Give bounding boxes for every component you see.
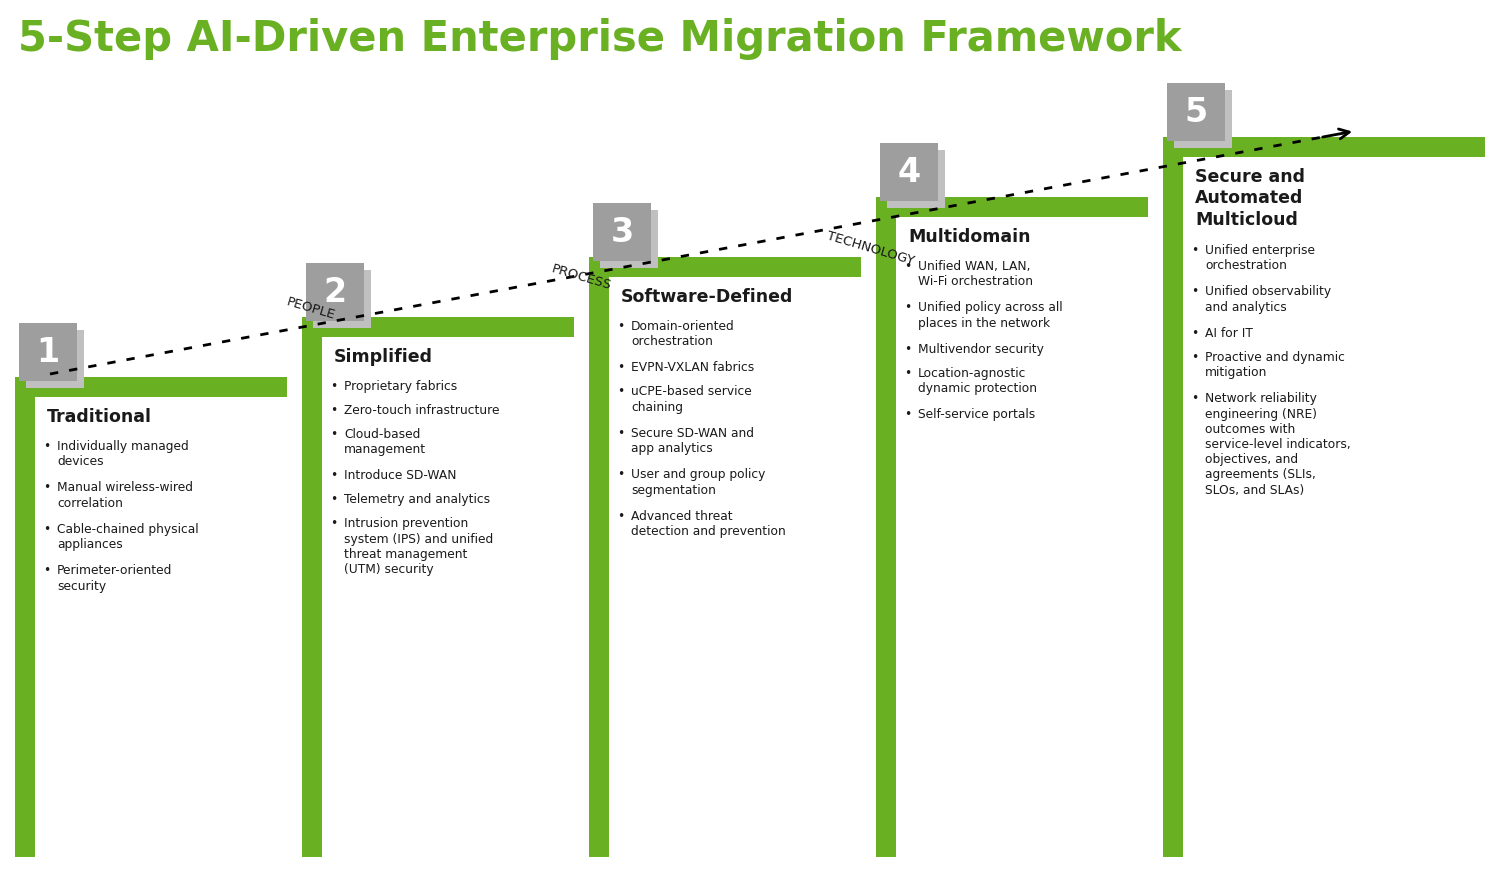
Text: 5: 5 [1185, 96, 1208, 129]
Bar [15, 377, 34, 857]
Text: •: • [616, 320, 624, 333]
Bar [590, 258, 609, 857]
Bar [314, 270, 370, 328]
Bar [1174, 91, 1232, 149]
Text: Self-service portals: Self-service portals [918, 408, 1035, 421]
Text: Intrusion prevention
system (IPS) and unified
threat management
(UTM) security: Intrusion prevention system (IPS) and un… [344, 517, 494, 575]
Bar [1162, 138, 1184, 857]
Text: AI for IT: AI for IT [1204, 327, 1252, 340]
Text: Domain-oriented
orchestration: Domain-oriented orchestration [632, 320, 735, 348]
Text: Zero-touch infrastructure: Zero-touch infrastructure [344, 403, 500, 416]
Text: Secure and
Automated
Multicloud: Secure and Automated Multicloud [1196, 168, 1305, 229]
Text: •: • [44, 522, 51, 535]
Text: Unified policy across all
places in the network: Unified policy across all places in the … [918, 302, 1062, 329]
Text: •: • [904, 367, 910, 380]
Text: Location-agnostic
dynamic protection: Location-agnostic dynamic protection [918, 367, 1036, 395]
Text: •: • [330, 517, 338, 530]
Text: Advanced threat
detection and prevention: Advanced threat detection and prevention [632, 509, 786, 538]
Text: •: • [1191, 285, 1198, 298]
Text: Individually managed
devices: Individually managed devices [57, 440, 189, 468]
Bar [1162, 138, 1485, 158]
Text: Introduce SD-WAN: Introduce SD-WAN [344, 469, 456, 482]
Text: •: • [1191, 392, 1198, 405]
Text: EVPN-VXLAN fabrics: EVPN-VXLAN fabrics [632, 362, 754, 374]
Text: Unified enterprise
orchestration: Unified enterprise orchestration [1204, 243, 1316, 272]
Bar [609, 278, 861, 857]
Text: •: • [330, 493, 338, 506]
Text: •: • [1191, 327, 1198, 340]
Text: •: • [1191, 350, 1198, 363]
Text: Secure SD-WAN and
app analytics: Secure SD-WAN and app analytics [632, 427, 754, 454]
Bar [876, 198, 896, 857]
Text: •: • [616, 385, 624, 398]
Text: Unified WAN, LAN,
Wi-Fi orchestration: Unified WAN, LAN, Wi-Fi orchestration [918, 260, 1034, 288]
Text: Multidomain: Multidomain [908, 228, 1030, 246]
Text: 4: 4 [897, 156, 921, 189]
Bar [1167, 84, 1226, 142]
Bar [592, 203, 651, 262]
Text: •: • [904, 408, 910, 421]
Bar [896, 218, 1148, 857]
Text: Software-Defined: Software-Defined [621, 288, 794, 306]
Bar [302, 318, 322, 857]
Bar [886, 151, 945, 209]
Text: •: • [904, 302, 910, 314]
Text: •: • [330, 428, 338, 441]
Text: •: • [904, 260, 910, 273]
Bar [306, 263, 364, 322]
Text: User and group policy
segmentation: User and group policy segmentation [632, 468, 765, 496]
Text: •: • [616, 427, 624, 440]
Text: PEOPLE: PEOPLE [285, 295, 338, 322]
Text: Proactive and dynamic
mitigation: Proactive and dynamic mitigation [1204, 350, 1346, 379]
Text: Traditional: Traditional [46, 408, 152, 426]
Text: •: • [904, 342, 910, 355]
Bar [34, 397, 286, 857]
Text: TECHNOLOGY: TECHNOLOGY [825, 229, 915, 268]
Text: Multivendor security: Multivendor security [918, 342, 1044, 355]
Text: Cloud-based
management: Cloud-based management [344, 428, 426, 455]
Bar [590, 258, 861, 278]
Bar [20, 323, 76, 381]
Bar [876, 198, 1148, 218]
Bar [15, 377, 286, 397]
Text: 3: 3 [610, 216, 633, 249]
Text: •: • [330, 403, 338, 416]
Text: •: • [330, 469, 338, 482]
Text: •: • [44, 564, 51, 577]
Text: 2: 2 [324, 276, 346, 309]
Text: Simplified: Simplified [334, 348, 433, 366]
Text: •: • [616, 362, 624, 374]
Text: •: • [44, 481, 51, 494]
Text: Cable-chained physical
appliances: Cable-chained physical appliances [57, 522, 198, 551]
Text: •: • [1191, 243, 1198, 256]
Bar [26, 330, 84, 388]
Text: •: • [44, 440, 51, 453]
Text: Manual wireless-wired
correlation: Manual wireless-wired correlation [57, 481, 194, 509]
Text: Unified observability
and analytics: Unified observability and analytics [1204, 285, 1330, 314]
Bar [1184, 158, 1485, 857]
Text: 1: 1 [36, 336, 60, 369]
Text: uCPE-based service
chaining: uCPE-based service chaining [632, 385, 752, 414]
Text: •: • [330, 380, 338, 393]
Text: 5-Step AI-Driven Enterprise Migration Framework: 5-Step AI-Driven Enterprise Migration Fr… [18, 18, 1182, 60]
Bar [880, 144, 938, 202]
Bar [302, 318, 574, 338]
Text: PROCESS: PROCESS [550, 262, 614, 292]
Text: Proprietary fabrics: Proprietary fabrics [344, 380, 458, 393]
Text: •: • [616, 468, 624, 481]
Text: Telemetry and analytics: Telemetry and analytics [344, 493, 490, 506]
Bar [600, 211, 658, 269]
Text: Network reliability
engineering (NRE)
outcomes with
service-level indicators,
ob: Network reliability engineering (NRE) ou… [1204, 392, 1350, 496]
Text: Perimeter-oriented
security: Perimeter-oriented security [57, 564, 172, 592]
Bar [322, 338, 574, 857]
Text: •: • [616, 509, 624, 522]
